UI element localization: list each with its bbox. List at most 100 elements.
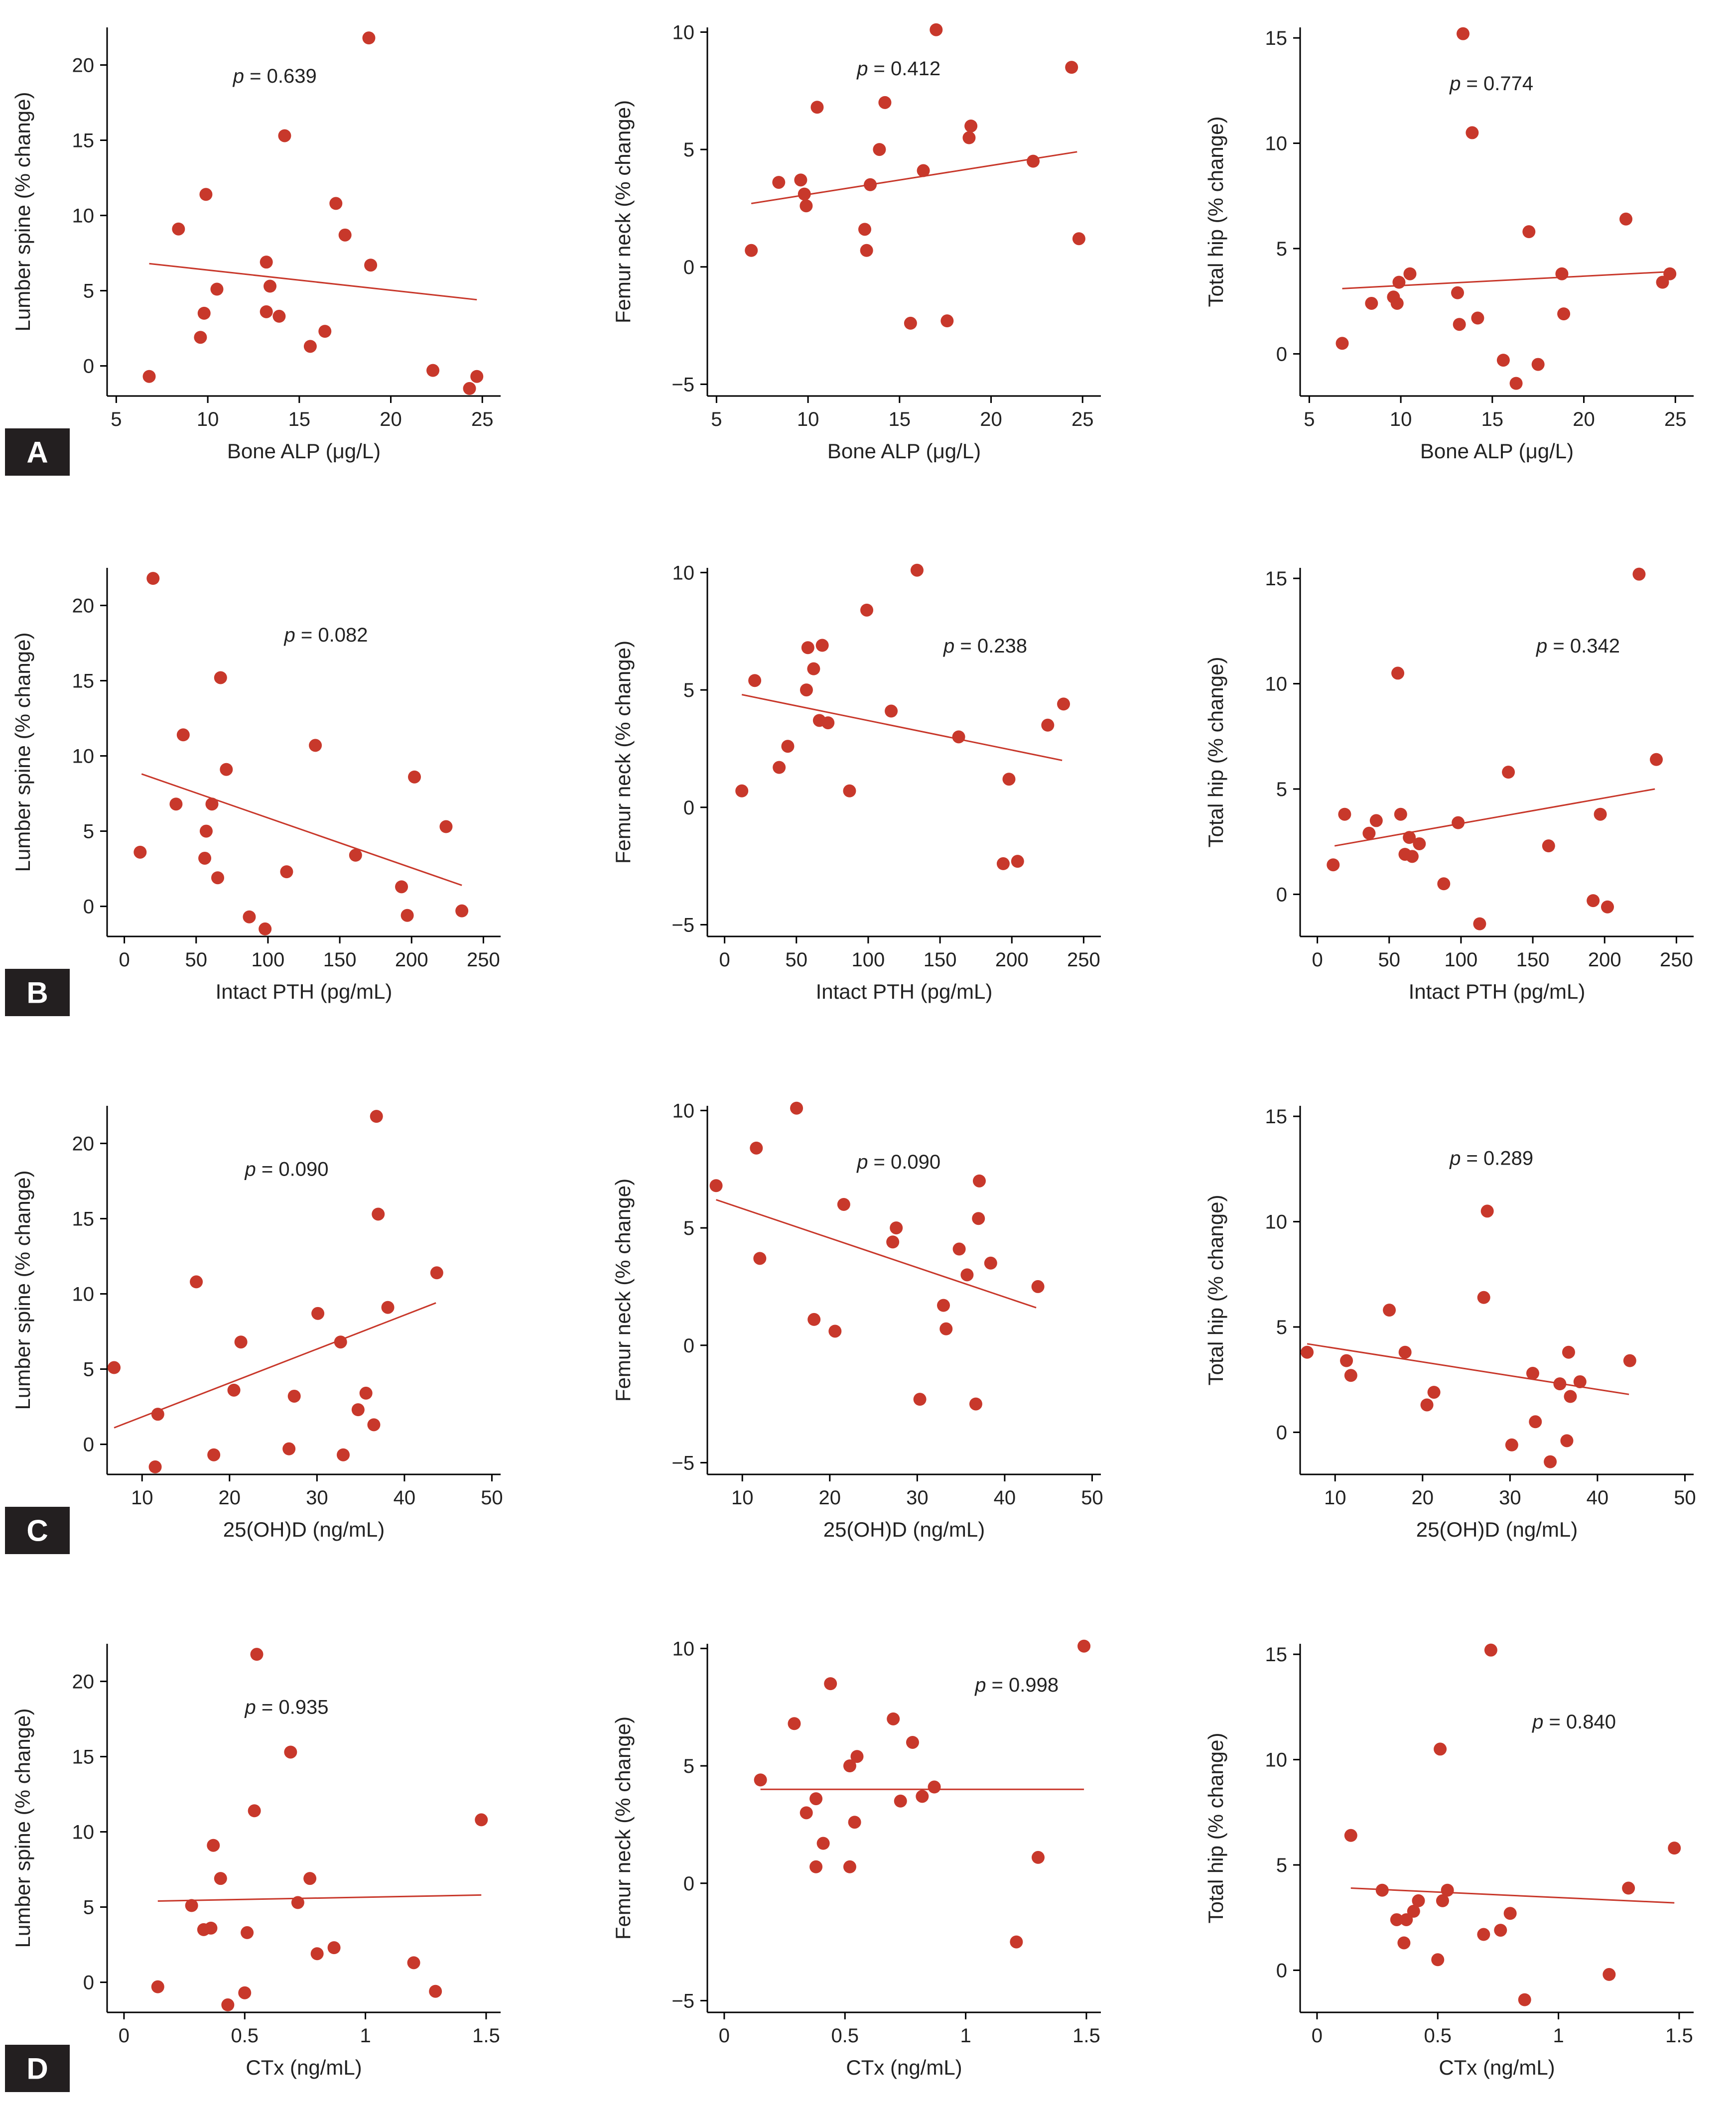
x-tick-label: 40 (394, 1487, 416, 1509)
data-point (816, 1837, 830, 1850)
data-point (1457, 27, 1470, 40)
x-axis-label: CTx (ng/mL) (246, 2056, 362, 2079)
data-point (894, 1794, 907, 1808)
data-point (772, 176, 786, 189)
data-point (843, 1860, 856, 1873)
data-point (426, 364, 440, 377)
data-point (1031, 1280, 1045, 1293)
data-point (272, 309, 286, 323)
data-point (1544, 1455, 1557, 1468)
data-point (1656, 275, 1669, 289)
x-tick-label: 100 (252, 949, 285, 971)
data-point (837, 1197, 850, 1211)
data-point (1369, 814, 1383, 827)
data-point (278, 129, 291, 142)
y-axis-label: Total hip (% change) (1204, 117, 1227, 307)
panel-d-plot-1: 0 0.5 1 1.5 0 5 10 15 20 Lumber spine (% change) C… (11, 1644, 501, 2079)
data-point (964, 119, 978, 132)
y-tick-label: 5 (1276, 1317, 1287, 1338)
y-tick-label: 10 (672, 562, 695, 584)
data-point (1502, 766, 1515, 779)
y-tick-label: 5 (683, 679, 694, 701)
panel-label: A (26, 436, 48, 469)
x-tick-label: 10 (797, 408, 819, 430)
data-point (311, 1307, 325, 1320)
x-tick-label: 200 (995, 949, 1029, 971)
data-point (185, 1899, 198, 1912)
data-point (794, 173, 807, 187)
data-point (1301, 1345, 1314, 1359)
data-point (1413, 837, 1426, 850)
data-point (781, 740, 795, 753)
x-tick-label: 5 (711, 408, 722, 430)
data-point (1601, 900, 1614, 914)
data-point (221, 1998, 235, 2011)
panel-label-box (5, 969, 70, 1016)
data-point (395, 880, 408, 894)
p-value-label: p = 0.090 (245, 1159, 329, 1181)
x-tick-label: 20 (1412, 1487, 1434, 1509)
y-tick-label: 20 (72, 1671, 95, 1693)
data-point (1518, 1993, 1531, 2006)
x-tick-label: 50 (1081, 1487, 1103, 1509)
trend-line (1342, 271, 1670, 289)
data-point (937, 1299, 950, 1312)
data-point (858, 223, 871, 236)
x-tick-label: 30 (1499, 1487, 1521, 1509)
data-point (1557, 307, 1571, 321)
data-point (886, 1235, 900, 1249)
data-point (204, 1921, 218, 1935)
data-point (1560, 1434, 1574, 1448)
data-point (1542, 839, 1555, 853)
p-value-label: p = 0.935 (245, 1697, 329, 1718)
x-axis-label: Intact PTH (pg/mL) (1409, 980, 1586, 1003)
x-tick-label: 30 (306, 1487, 328, 1509)
data-point (1344, 1829, 1357, 1842)
y-tick-label: 0 (83, 1972, 94, 1994)
data-point (1338, 807, 1351, 821)
data-point (134, 845, 147, 859)
data-point (821, 716, 835, 730)
data-point (205, 797, 219, 811)
x-tick-label: 150 (924, 949, 957, 971)
y-axis-label: Femur neck (% change) (611, 100, 635, 323)
y-tick-label: 5 (83, 821, 94, 843)
data-point (1602, 1968, 1616, 1981)
x-tick-label: 25 (471, 408, 494, 430)
data-point (260, 305, 273, 318)
data-point (1398, 1345, 1412, 1359)
panel-b-plot-3: 0 50 100 150 200 250 0 5 10 15 Total hip (% change… (1204, 567, 1694, 1003)
data-point (1436, 1894, 1449, 1907)
x-tick-label: 0 (719, 949, 730, 971)
data-point (1434, 1742, 1447, 1756)
trend-line (114, 1302, 436, 1429)
data-point (1477, 1291, 1490, 1304)
data-point (303, 1872, 317, 1885)
data-point (334, 1335, 347, 1349)
data-point (735, 784, 749, 797)
data-point (1344, 1369, 1357, 1382)
data-point (210, 282, 224, 296)
x-tick-label: 0 (119, 2025, 130, 2047)
y-tick-label: 10 (1265, 1211, 1288, 1233)
data-point (148, 1460, 162, 1473)
data-point (227, 1383, 241, 1397)
panel-label: C (26, 1514, 48, 1548)
y-tick-label: 5 (83, 1897, 94, 1919)
data-point (1431, 1953, 1445, 1967)
data-point (984, 1256, 997, 1270)
trend-line (141, 773, 462, 886)
p-value-label: p = 0.289 (1449, 1147, 1533, 1169)
data-point (1340, 1354, 1353, 1367)
y-tick-label: 15 (72, 670, 95, 692)
data-point (904, 316, 917, 330)
trend-line (741, 694, 1063, 761)
x-tick-label: 50 (786, 949, 808, 971)
data-point (1509, 377, 1523, 390)
x-tick-label: 20 (980, 408, 1002, 430)
p-value-label: p = 0.840 (1532, 1711, 1616, 1733)
x-tick-label: 0.5 (1424, 2025, 1452, 2047)
y-tick-label: 10 (72, 205, 95, 227)
